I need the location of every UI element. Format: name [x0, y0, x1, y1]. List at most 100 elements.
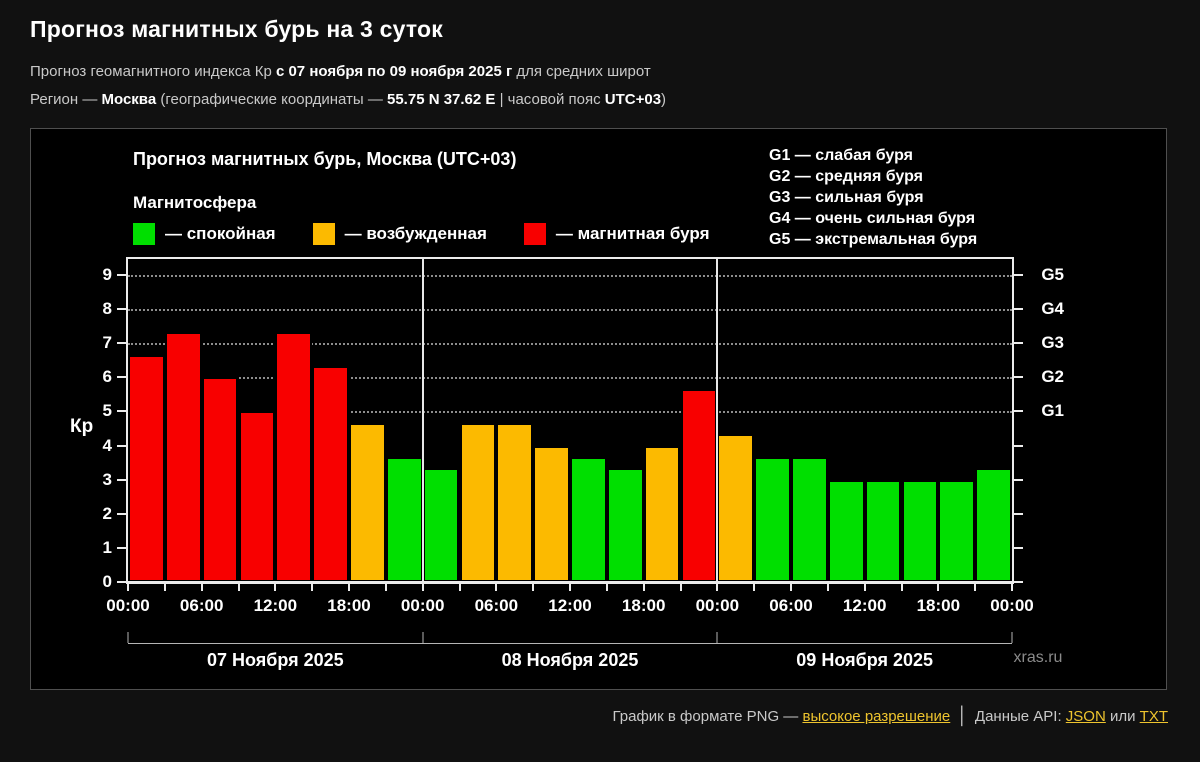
y-axis-tick-label: 0: [102, 572, 112, 591]
day-label: 08 Ноября 2025: [501, 650, 639, 670]
x-axis-tick: [200, 584, 203, 591]
day-divider: [421, 259, 424, 582]
x-axis-tick-label: 12:00: [253, 596, 298, 615]
kp-bar: [643, 445, 681, 582]
y-axis-tick-label: 7: [102, 333, 112, 353]
day-bracket-tick: [127, 632, 129, 643]
x-axis-tick-label: 12:00: [842, 596, 887, 615]
legend-item-active: — возбужденная: [312, 223, 487, 245]
kp-bar: [864, 479, 902, 582]
kp-bar: [533, 445, 570, 582]
footer-api-text: Данные API:: [974, 708, 1066, 725]
y-axis-tick: [117, 342, 126, 345]
legend-swatch-quiet: [133, 223, 155, 245]
y-axis-tick-right: [1014, 581, 1023, 583]
region-tz-pre: | часовой пояс: [495, 91, 605, 108]
legend-item-storm: — магнитная буря: [523, 223, 710, 245]
y-axis-tick: [117, 410, 126, 413]
y-axis-tick-label: 1: [102, 537, 112, 557]
y-axis-tick: [117, 376, 126, 379]
x-axis-tick: [679, 584, 682, 591]
day-label: 07 Ноября 2025: [206, 650, 344, 670]
page-title: Прогноз магнитных бурь на 3 суток: [30, 16, 443, 42]
y-axis-tick: [117, 546, 126, 549]
subtitle-post: для средних широт: [512, 63, 651, 80]
x-axis-tick: [974, 584, 977, 591]
legend-item-quiet: — спокойная: [133, 223, 276, 245]
y-axis-tick-right: [1014, 512, 1023, 515]
x-axis-tick: [274, 584, 277, 591]
g-level-gridline: [128, 309, 1012, 312]
x-axis-tick: [495, 584, 498, 591]
kp-bar: [275, 332, 313, 582]
high-res-link[interactable]: высокое разрешение: [802, 708, 951, 725]
legend-title: Магнитосфера: [133, 193, 257, 212]
json-link[interactable]: JSON: [1065, 708, 1106, 725]
kp-bar: [349, 422, 386, 582]
day-bracket-tick: [1011, 632, 1013, 643]
y-axis-tick-right: [1014, 444, 1023, 447]
kp-bar: [827, 479, 865, 582]
x-axis-tick: [421, 584, 424, 591]
y-axis-label: Кр: [70, 416, 94, 437]
x-axis-tick-label: 00:00: [106, 596, 150, 615]
x-axis-tick-label: 12:00: [548, 596, 592, 615]
kp-bar: [385, 456, 423, 582]
x-axis-tick-label: 00:00: [695, 596, 740, 615]
txt-link[interactable]: TXT: [1139, 708, 1168, 725]
day-bracket: [128, 643, 1012, 644]
kp-bar: [570, 456, 607, 582]
kp-bar: [901, 479, 939, 582]
y-axis-tick-right: [1014, 342, 1023, 345]
region-close-paren: ): [661, 91, 667, 108]
day-bracket-tick: [716, 632, 718, 643]
y-axis-tick-label: 8: [102, 299, 112, 319]
legend-label-storm: — магнитная буря: [555, 224, 710, 243]
g-scale-tick-label: G2: [1041, 367, 1064, 387]
y-axis-tick-label: 6: [102, 367, 112, 387]
plot-area: Кр G1 G2 G3 G4 G5 0 1 2 3 4 5 6 7 8 9 00:00 06:00 12:00 18…: [70, 257, 1064, 670]
x-axis-tick: [753, 584, 756, 591]
kp-bar: [164, 332, 202, 582]
x-axis-tick: [1011, 584, 1013, 591]
x-axis-tick: [900, 584, 903, 591]
day-bracket-tick: [422, 632, 424, 643]
footer: График в формате PNG — высокое разрешени…: [613, 706, 1169, 726]
legend-label-quiet: — спокойная: [165, 224, 276, 243]
y-axis-tick: [117, 478, 126, 481]
g-scale-tick-label: G3: [1041, 333, 1064, 353]
g-scale-tick-label: G1: [1041, 401, 1064, 421]
g-scale-tick-label: G5: [1041, 265, 1064, 285]
kp-bar: [975, 468, 1012, 582]
y-axis-tick-right: [1014, 410, 1023, 413]
subtitle-pre: Прогноз геомагнитного индекса Кр: [30, 63, 276, 80]
x-axis-tick: [826, 584, 829, 591]
kp-bar: [717, 434, 755, 582]
x-axis-tick: [605, 584, 608, 591]
x-axis-tick: [384, 584, 387, 591]
x-axis-tick-label: 18:00: [621, 596, 666, 615]
kp-bar: [422, 468, 460, 582]
subtitle: Прогноз геомагнитного индекса Кр с 07 но…: [30, 63, 651, 80]
y-axis-tick-right: [1014, 376, 1023, 379]
g-level-gridline: [128, 343, 1012, 346]
region-coords-pre: (географические координаты —: [156, 91, 387, 108]
y-axis-tick: [117, 308, 126, 311]
kp-bar: [680, 388, 718, 582]
g-legend-row-1: G1 — слабая буря: [769, 147, 914, 164]
region-coords: 55.75 N 37.62 E: [387, 91, 496, 108]
g-legend-row-4: G4 — очень сильная буря: [769, 210, 976, 227]
y-axis-tick: [117, 274, 126, 277]
kp-bar: [201, 377, 239, 582]
x-axis-tick: [863, 584, 866, 591]
y-axis-tick-label: 3: [102, 469, 112, 489]
region-line: Регион — Москва (географические координа…: [30, 91, 666, 108]
x-axis-tick-label: 18:00: [327, 596, 371, 615]
region-name: Москва: [101, 91, 157, 108]
kp-bar: [238, 411, 276, 582]
y-axis-tick-right: [1014, 546, 1023, 549]
chart-panel: Прогноз магнитных бурь, Москва (UTC+03) …: [30, 128, 1167, 690]
kp-bar: [459, 422, 497, 582]
kp-bar: [791, 456, 828, 582]
x-axis-tick-label: 06:00: [179, 596, 224, 615]
